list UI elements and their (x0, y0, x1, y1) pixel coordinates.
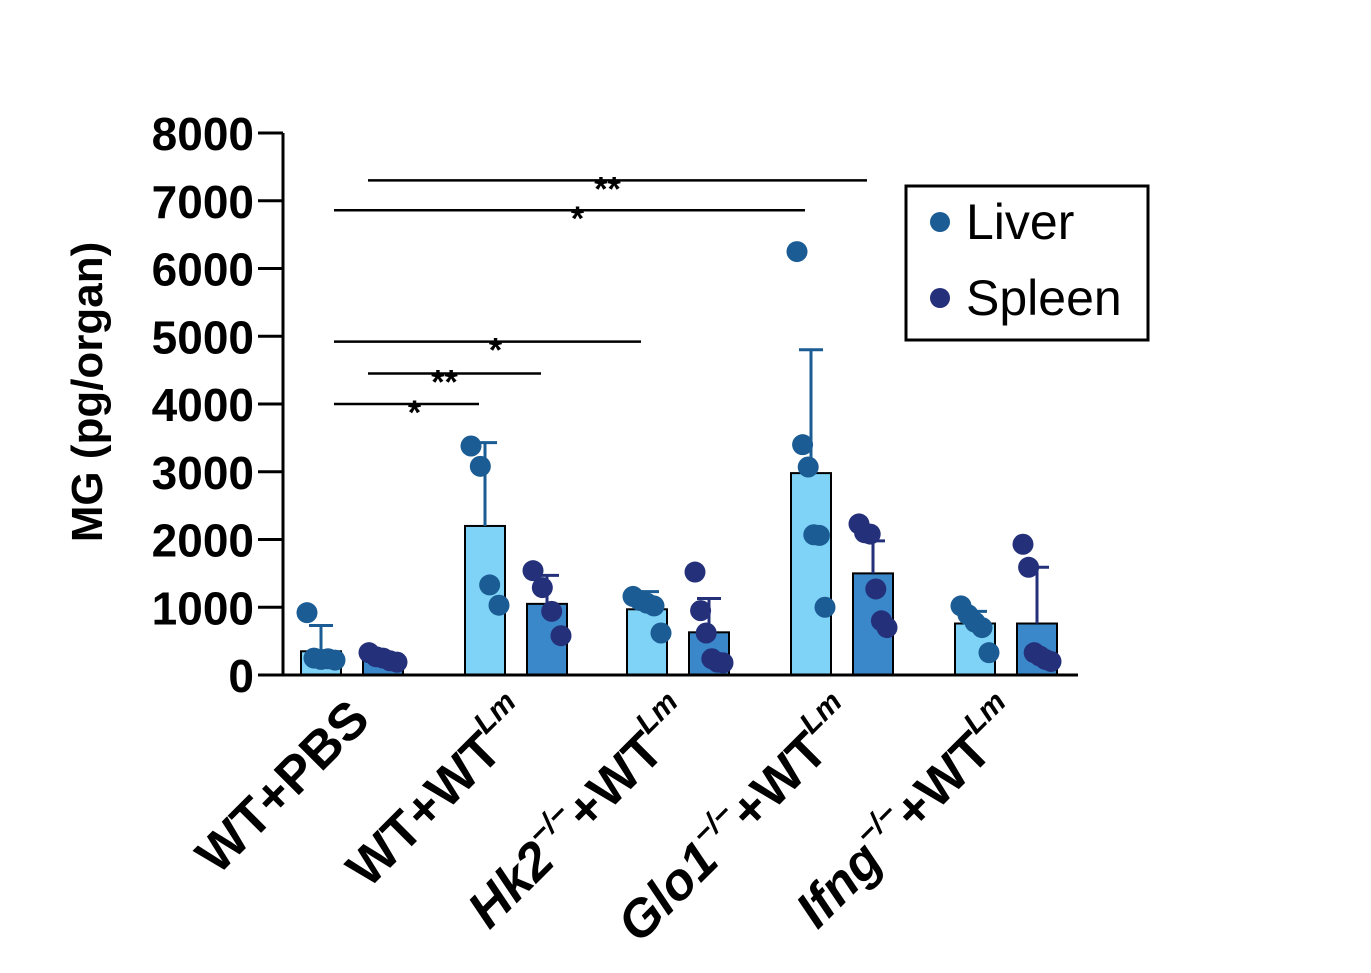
y-tick-label: 2000 (152, 515, 254, 567)
data-point-spleen (531, 577, 553, 599)
data-point-liver (469, 455, 491, 477)
legend-box (904, 184, 1150, 342)
x-label-part: +WT (555, 721, 675, 841)
data-point-spleen (690, 600, 712, 622)
x-label-part: +WT (719, 721, 839, 841)
data-points (296, 241, 1062, 674)
data-point-liver (296, 602, 318, 624)
data-point-spleen (865, 578, 887, 600)
data-point-spleen (684, 561, 706, 583)
data-point-liver (792, 434, 814, 456)
data-point-liver (488, 594, 510, 616)
x-label-part: Ifng (785, 831, 893, 939)
data-point-liver (650, 622, 672, 644)
data-point-spleen (522, 560, 544, 582)
y-axis: 0 1000 2000 3000 4000 5000 6000 7000 8000 (152, 108, 285, 702)
significance-label: ** (594, 170, 621, 208)
legend-marker-spleen (930, 288, 950, 308)
data-point-liver (814, 596, 836, 618)
data-point-liver (324, 649, 346, 671)
bar-liver (790, 472, 832, 677)
data-point-spleen (712, 652, 734, 674)
data-point-spleen (876, 617, 898, 639)
data-point-spleen (859, 523, 881, 545)
y-tick-label: 3000 (152, 447, 254, 499)
significance-label: * (489, 332, 503, 370)
y-tick-label: 7000 (152, 176, 254, 228)
significance-label: ** (431, 364, 458, 402)
significance-label: * (571, 200, 585, 238)
legend: Liver Spleen (904, 184, 1150, 342)
x-label-part: Hk2 (457, 831, 566, 940)
data-point-liver (786, 241, 808, 263)
y-tick-label: 8000 (152, 108, 254, 160)
data-point-spleen (550, 625, 572, 647)
y-tick-label: 0 (228, 650, 254, 702)
data-point-spleen (1040, 650, 1062, 672)
data-point-spleen (1018, 556, 1040, 578)
y-tick-label: 4000 (152, 379, 254, 431)
y-tick-label: 6000 (152, 244, 254, 296)
data-point-spleen (1012, 533, 1034, 555)
data-point-liver (643, 595, 665, 617)
x-axis: WT+PBSWT+WTLmHk2−/−+WTLmGlo1−/−+WTLmIfng… (185, 673, 1078, 954)
y-axis-label: MG (pg/organ) (63, 242, 112, 543)
y-tick-label: 1000 (152, 582, 254, 634)
data-point-spleen (541, 600, 563, 622)
y-tick-label: 5000 (152, 311, 254, 363)
x-label-part: Glo1 (607, 831, 730, 954)
legend-marker-liver (930, 212, 950, 232)
data-point-liver (808, 524, 830, 546)
data-point-liver (971, 617, 993, 639)
data-point-liver (479, 574, 501, 596)
significance-annotations: ******* (334, 170, 867, 432)
legend-label-spleen: Spleen (966, 270, 1122, 326)
data-point-spleen (695, 622, 717, 644)
data-point-spleen (386, 651, 408, 673)
data-point-liver (460, 435, 482, 457)
significance-label: * (408, 394, 422, 432)
legend-label-liver: Liver (966, 194, 1074, 250)
data-point-liver (978, 642, 1000, 664)
data-point-liver (797, 456, 819, 478)
x-label-part: +WT (883, 721, 1003, 841)
bars (300, 472, 1058, 677)
